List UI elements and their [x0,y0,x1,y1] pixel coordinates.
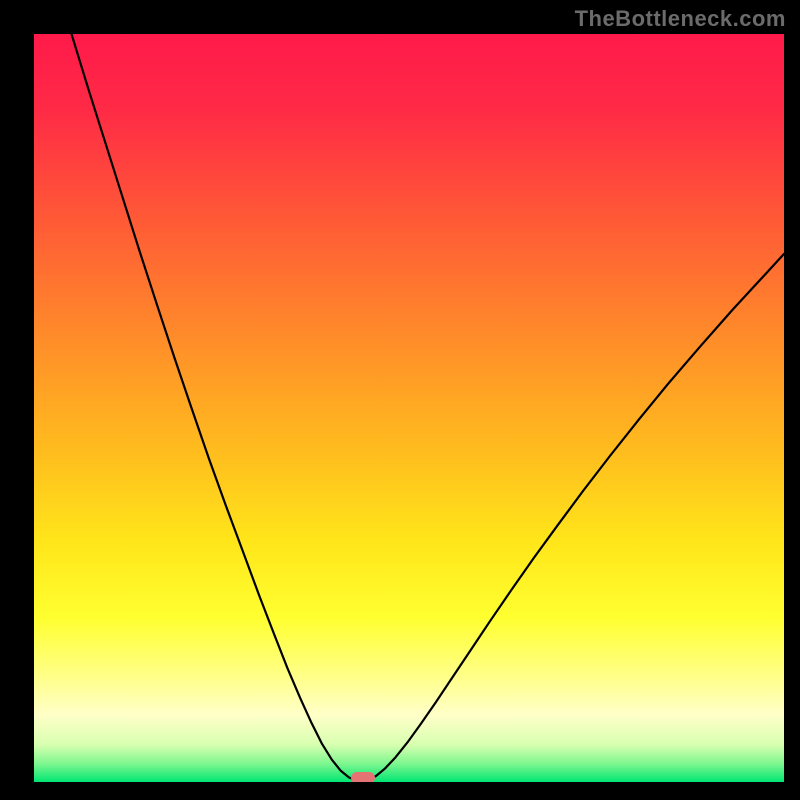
curve-svg [34,34,784,782]
plot-area [34,34,784,782]
bottleneck-curve [72,34,785,781]
watermark-text: TheBottleneck.com [575,6,786,32]
minimum-marker [351,772,375,782]
bottleneck-chart [0,0,800,800]
